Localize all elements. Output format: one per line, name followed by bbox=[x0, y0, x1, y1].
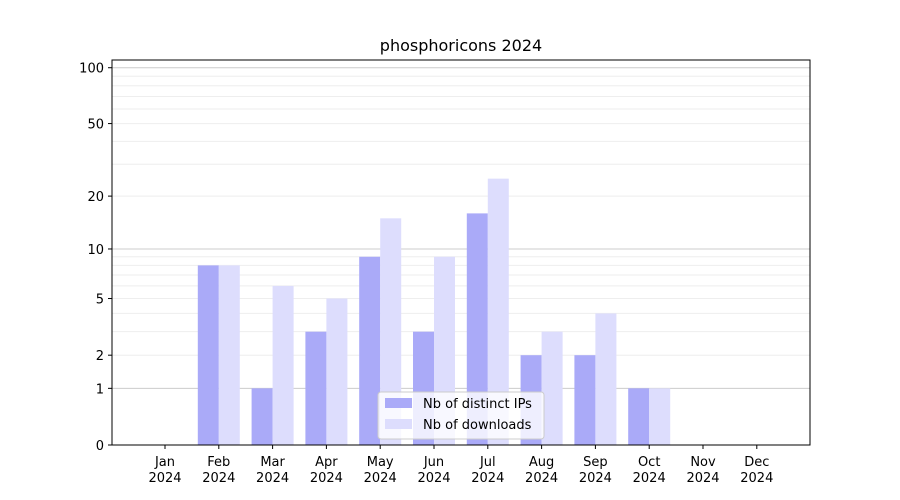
x-tick-label: Oct 2024 bbox=[633, 455, 666, 486]
bar-downloads bbox=[218, 265, 240, 445]
legend-swatch-distinct-ips bbox=[385, 398, 412, 408]
bar-distinct-ips bbox=[305, 331, 327, 445]
y-tick-label: 10 bbox=[87, 243, 104, 258]
x-tick-label: Jun 2024 bbox=[417, 455, 450, 486]
legend-frame bbox=[377, 391, 545, 440]
y-tick-label: 2 bbox=[96, 349, 104, 364]
plot-frame bbox=[111, 59, 811, 446]
bar-distinct-ips bbox=[197, 265, 219, 445]
bar-distinct-ips bbox=[466, 213, 488, 445]
bar-downloads bbox=[541, 331, 563, 445]
bar-downloads bbox=[272, 285, 294, 445]
x-axis: Jan 2024 Feb 2024 Mar 2024 Apr 2024 May 2024 Jun 20… bbox=[148, 445, 773, 486]
x-tick-label: Sep 2024 bbox=[579, 455, 612, 486]
y-tick-label: 50 bbox=[87, 118, 104, 133]
chart-title: phosphoricons 2024 bbox=[380, 36, 542, 55]
y-tick-label: 20 bbox=[87, 190, 104, 205]
bar-distinct-ips bbox=[628, 388, 650, 445]
x-tick-label: Apr 2024 bbox=[310, 455, 343, 486]
bar-downloads bbox=[380, 218, 402, 445]
legend-label-distinct-ips: Nb of distinct IPs bbox=[423, 397, 532, 412]
legend: Nb of distinct IPs Nb of downloads bbox=[377, 391, 545, 440]
bar-distinct-ips bbox=[359, 256, 381, 445]
x-tick-label: Dec 2024 bbox=[740, 455, 773, 486]
x-tick-label: Jul 2024 bbox=[471, 455, 504, 486]
x-tick-label: Feb 2024 bbox=[202, 455, 235, 486]
x-tick-label: Aug 2024 bbox=[525, 455, 558, 486]
x-tick-label: May 2024 bbox=[364, 455, 397, 486]
bar-distinct-ips bbox=[574, 355, 596, 445]
bar-distinct-ips bbox=[251, 388, 273, 445]
bar-downloads bbox=[487, 178, 509, 445]
y-tick-label: 100 bbox=[79, 62, 104, 77]
x-tick-label: Jan 2024 bbox=[148, 455, 181, 486]
x-tick-label: Nov 2024 bbox=[686, 455, 719, 486]
x-tick-label: Mar 2024 bbox=[256, 455, 289, 486]
bar-downloads bbox=[595, 313, 617, 445]
legend-label-downloads: Nb of downloads bbox=[423, 418, 532, 433]
y-tick-label: 5 bbox=[96, 293, 104, 308]
bar-downloads bbox=[326, 298, 348, 445]
y-tick-label: 0 bbox=[96, 439, 104, 454]
legend-swatch-downloads bbox=[385, 419, 412, 429]
y-tick-label: 1 bbox=[96, 382, 104, 397]
bar-downloads bbox=[649, 388, 671, 445]
y-axis: 0 1 2 5 10 20 50 100 bbox=[79, 62, 112, 454]
